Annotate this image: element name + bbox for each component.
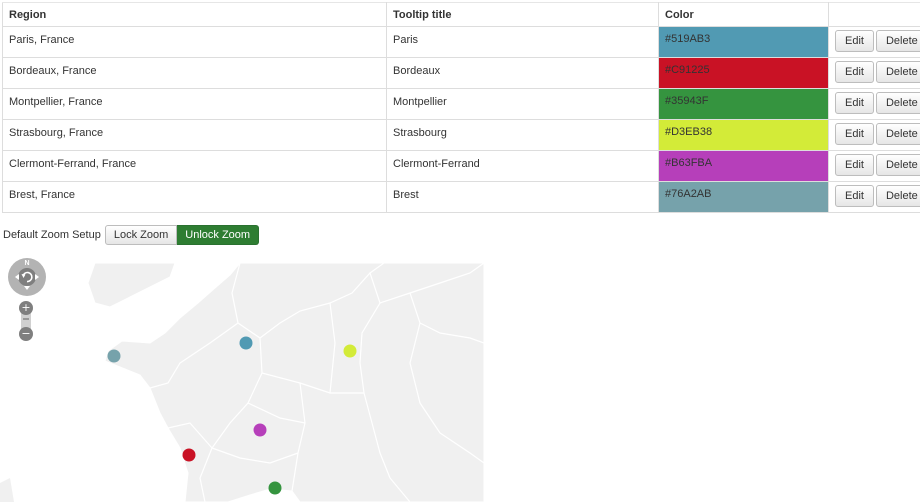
map-marker-clermont-ferrand[interactable] [253, 423, 267, 437]
edit-button[interactable]: Edit [835, 185, 874, 207]
actions-cell: Edit Delete [828, 181, 920, 213]
tooltip-title-cell: Strasbourg [386, 119, 659, 151]
actions-cell: Edit Delete [828, 88, 920, 120]
regions-table: Region Tooltip title Color Paris, France… [2, 2, 920, 213]
compass-north-label: N [24, 260, 29, 267]
zoom-slider-track[interactable] [21, 307, 31, 335]
table-body: Paris, France Paris #519AB3 Edit Delete Borde… [2, 26, 920, 213]
compass-icon[interactable]: N [7, 257, 47, 297]
actions-cell: Edit Delete [828, 119, 920, 151]
color-cell: #35943F [658, 88, 829, 120]
table-row: Strasbourg, France Strasbourg #D3EB38 Edit D… [2, 119, 920, 151]
header-actions [828, 2, 920, 27]
map-canvas[interactable] [0, 263, 484, 502]
color-cell: #519AB3 [658, 26, 829, 58]
delete-button[interactable]: Delete [875, 123, 920, 145]
actions-cell: Edit Delete [828, 57, 920, 89]
rotate-icon[interactable] [22, 271, 33, 283]
delete-button[interactable]: Delete [875, 185, 920, 207]
map[interactable] [0, 263, 484, 502]
zoom-control: + − [19, 301, 33, 341]
header-tooltip-title: Tooltip title [386, 2, 659, 27]
land-mass-corner [0, 478, 14, 502]
color-cell: #D3EB38 [658, 119, 829, 151]
table-row: Paris, France Paris #519AB3 Edit Delete [2, 26, 920, 58]
delete-button[interactable]: Delete [875, 154, 920, 176]
unlock-zoom-button[interactable]: Unlock Zoom [177, 225, 260, 245]
zoom-out-button[interactable]: − [19, 327, 33, 341]
region-cell: Montpellier, France [2, 88, 387, 120]
pan-down-icon[interactable] [24, 286, 30, 290]
color-cell: #B63FBA [658, 150, 829, 182]
table-row: Clermont-Ferrand, France Clermont-Ferrand… [2, 150, 920, 182]
tooltip-title-cell: Paris [386, 26, 659, 58]
map-markers [107, 336, 357, 495]
actions-cell: Edit Delete [828, 26, 920, 58]
delete-button[interactable]: Delete [875, 92, 920, 114]
edit-button[interactable]: Edit [835, 92, 874, 114]
tooltip-title-cell: Clermont-Ferrand [386, 150, 659, 182]
map-marker-montpellier[interactable] [268, 481, 282, 495]
region-cell: Paris, France [2, 26, 387, 58]
edit-button[interactable]: Edit [835, 154, 874, 176]
edit-button[interactable]: Edit [835, 61, 874, 83]
tooltip-title-cell: Montpellier [386, 88, 659, 120]
edit-button[interactable]: Edit [835, 123, 874, 145]
table-row: Bordeaux, France Bordeaux #C91225 Edit Delet… [2, 57, 920, 89]
region-cell: Bordeaux, France [2, 57, 387, 89]
table-header-row: Region Tooltip title Color [2, 2, 920, 27]
tooltip-title-cell: Brest [386, 181, 659, 213]
zoom-setup-label: Default Zoom Setup [3, 229, 101, 241]
country-borders [149, 263, 484, 502]
region-cell: Clermont-Ferrand, France [2, 150, 387, 182]
actions-cell: Edit Delete [828, 150, 920, 182]
zoom-setup: Default Zoom Setup Lock Zoom Unlock Zoom [3, 225, 260, 245]
lock-zoom-button[interactable]: Lock Zoom [104, 225, 178, 245]
header-color: Color [658, 2, 829, 27]
zoom-in-button[interactable]: + [19, 301, 33, 315]
table-row: Montpellier, France Montpellier #35943F Edi… [2, 88, 920, 120]
tooltip-title-cell: Bordeaux [386, 57, 659, 89]
pan-right-icon[interactable] [35, 274, 39, 280]
compass-control[interactable]: N [7, 257, 47, 297]
region-cell: Brest, France [2, 181, 387, 213]
edit-button[interactable]: Edit [835, 30, 874, 52]
land-mass-north [87, 263, 176, 308]
color-cell: #C91225 [658, 57, 829, 89]
color-cell: #76A2AB [658, 181, 829, 213]
header-region: Region [2, 2, 387, 27]
map-marker-bordeaux[interactable] [182, 448, 196, 462]
pan-left-icon[interactable] [15, 274, 19, 280]
map-marker-strasbourg[interactable] [343, 344, 357, 358]
region-cell: Strasbourg, France [2, 119, 387, 151]
map-marker-brest[interactable] [107, 349, 121, 363]
delete-button[interactable]: Delete [875, 30, 920, 52]
map-marker-paris[interactable] [239, 336, 253, 350]
zoom-slider-handle[interactable] [23, 318, 29, 320]
table-row: Brest, France Brest #76A2AB Edit Delete [2, 181, 920, 213]
delete-button[interactable]: Delete [875, 61, 920, 83]
